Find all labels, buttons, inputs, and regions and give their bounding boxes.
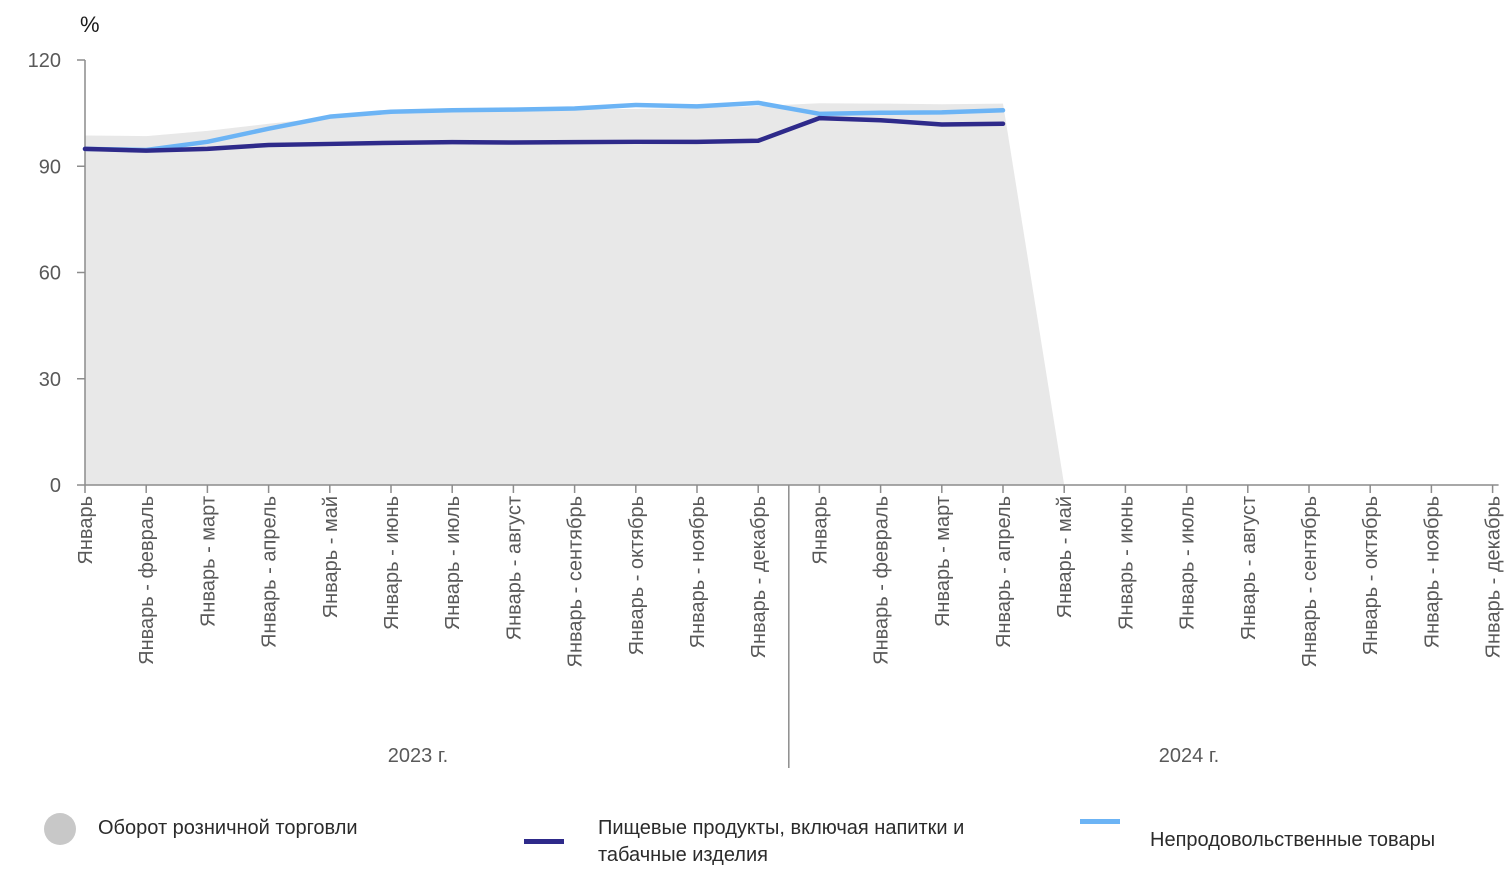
area-series-turnover — [85, 103, 1065, 485]
group-label-2024: 2024 г. — [1159, 745, 1219, 767]
x-tick-label: Январь - август — [503, 496, 525, 640]
group-label-2023: 2023 г. — [388, 745, 448, 767]
x-tick-label: Январь - май — [1054, 496, 1076, 618]
x-tick-label: Январь - ноябрь — [1421, 496, 1443, 648]
labels-layer: 0 30 60 90 120 Январь Январь - февраль Январь -… — [28, 50, 1505, 667]
x-tick-label: Январь - февраль — [136, 496, 158, 665]
x-tick-label: Январь - июль — [442, 496, 464, 630]
legend-label-nonfood: Непродовольственные товары — [1150, 827, 1450, 854]
x-tick-label: Январь - август — [1238, 496, 1260, 640]
x-tick-label: Январь - сентябрь — [1299, 496, 1321, 667]
legend-swatch-food — [524, 839, 564, 844]
line-series-food — [82, 115, 1006, 153]
area-layer — [85, 103, 1065, 485]
y-tick-label: 60 — [39, 263, 61, 285]
x-tick-label: Январь - декабрь — [1483, 496, 1505, 658]
x-tick-label: Январь - ноябрь — [687, 496, 709, 648]
x-tick-label: Январь - декабрь — [748, 496, 770, 658]
axes-layer — [77, 59, 1499, 768]
x-tick-label: Январь - апрель — [259, 496, 281, 648]
x-tick-label: Январь - апрель — [993, 496, 1015, 648]
x-tick-label: Январь - март — [932, 496, 954, 627]
y-tick-label: 90 — [39, 156, 61, 178]
legend-swatch-turnover — [44, 813, 76, 845]
legend-swatch-nonfood — [1080, 819, 1120, 824]
x-tick-label: Январь - июнь — [381, 496, 403, 630]
lines-layer — [82, 100, 1006, 153]
legend-label-food: Пищевые продукты, включая напитки и таба… — [598, 815, 978, 869]
legend-label-turnover: Оборот розничной торговли — [98, 817, 358, 839]
legend-label-food-text: Пищевые продукты, включая напитки и таба… — [598, 817, 965, 866]
line-series-nonfood — [82, 100, 1006, 153]
x-tick-label: Январь - сентябрь — [565, 496, 587, 667]
y-tick-label: 0 — [50, 475, 61, 497]
x-tick-label: Январь - март — [197, 496, 219, 627]
x-tick-label: Январь — [75, 496, 97, 565]
x-tick-label: Январь — [809, 496, 831, 565]
y-tick-label: 120 — [28, 50, 61, 72]
x-tick-label: Январь - май — [320, 496, 342, 618]
x-tick-label: Январь - июль — [1177, 496, 1199, 630]
x-tick-label: Январь - июнь — [1115, 496, 1137, 630]
x-tick-label: Январь - октябрь — [1360, 496, 1382, 655]
y-unit-label: % — [80, 12, 100, 37]
x-tick-label: Январь - февраль — [871, 496, 893, 665]
x-tick-label: Январь - октябрь — [626, 496, 648, 655]
legend-label-nonfood-text: Непродовольственные товары — [1150, 829, 1436, 851]
y-tick-label: 30 — [39, 369, 61, 391]
